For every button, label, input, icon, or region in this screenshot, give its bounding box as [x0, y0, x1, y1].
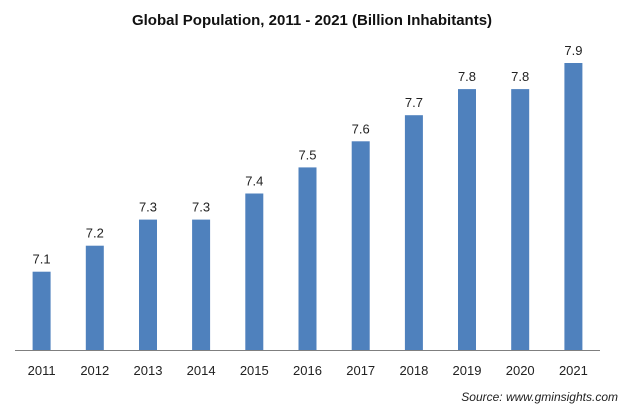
x-tick-label-2021: 2021	[559, 363, 588, 378]
x-tick-label-2016: 2016	[293, 363, 322, 378]
bar-2019	[458, 89, 476, 350]
data-label-2014: 7.3	[192, 200, 210, 215]
data-label-2016: 7.5	[298, 147, 316, 162]
data-label-2015: 7.4	[245, 174, 263, 189]
x-tick-labels: 2011 2012 2013 2014 2015 2016 2017 2018 2019 2020…	[28, 363, 588, 378]
x-tick-label-2018: 2018	[399, 363, 428, 378]
data-label-2012: 7.2	[86, 226, 104, 241]
x-tick-label-2012: 2012	[80, 363, 109, 378]
x-tick-label-2015: 2015	[240, 363, 269, 378]
bar-2011	[32, 271, 51, 350]
source-note: Source: www.gminsights.com	[461, 390, 618, 404]
bar-series	[32, 63, 583, 350]
data-label-2018: 7.7	[405, 95, 423, 110]
x-tick-label-2011: 2011	[28, 363, 56, 378]
x-tick-label-2019: 2019	[453, 363, 482, 378]
data-label-2013: 7.3	[139, 200, 157, 215]
chart-title: Global Population, 2011 - 2021 (Billion …	[132, 12, 492, 29]
bar-2016	[298, 167, 317, 350]
x-tick-label-2020: 2020	[506, 363, 535, 378]
bar-2017	[351, 141, 370, 350]
bar-2014	[192, 219, 211, 350]
data-labels: 7.1 7.2 7.3 7.3 7.4 7.5 7.6 7.7 7.8 7.8 7.9	[33, 43, 583, 267]
data-label-2011: 7.1	[33, 252, 51, 267]
bar-2020	[511, 89, 530, 350]
bar-2018	[404, 115, 423, 350]
data-label-2020: 7.8	[511, 69, 529, 84]
bar-2012	[85, 245, 104, 350]
bar-2015	[245, 193, 264, 350]
data-label-2019: 7.8	[458, 69, 476, 84]
bar-2013	[139, 219, 157, 350]
data-label-2021: 7.9	[564, 43, 582, 58]
bar-2021	[564, 63, 583, 350]
data-label-2017: 7.6	[352, 121, 370, 136]
x-tick-label-2014: 2014	[187, 363, 216, 378]
x-tick-label-2017: 2017	[346, 363, 375, 378]
x-tick-label-2013: 2013	[134, 363, 163, 378]
